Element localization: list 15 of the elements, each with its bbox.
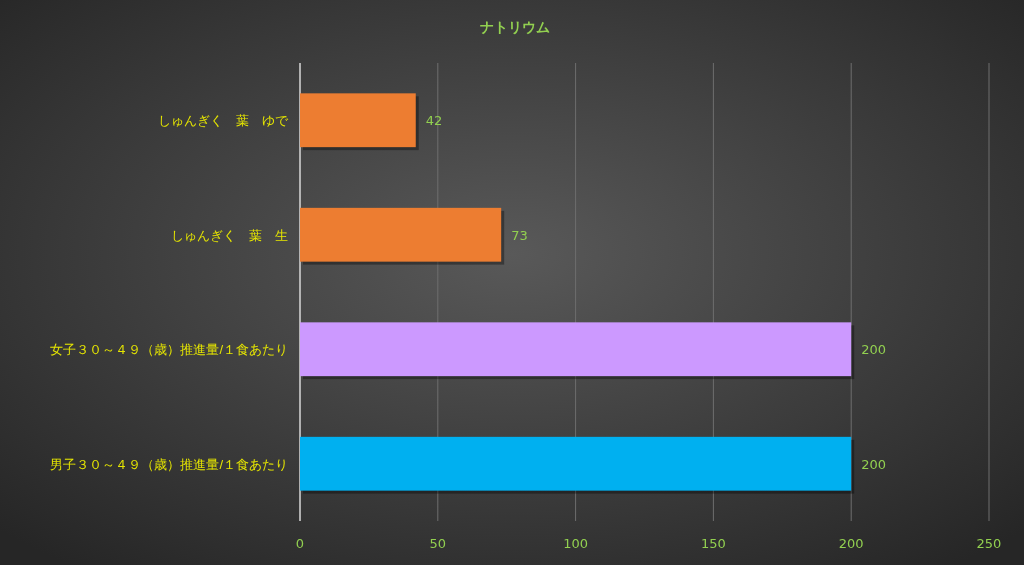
data-label: 200 bbox=[861, 342, 887, 358]
data-label: 73 bbox=[511, 227, 528, 243]
x-tick-label: 150 bbox=[700, 536, 726, 551]
x-tick-label: 250 bbox=[976, 536, 1002, 551]
x-tick-label: 0 bbox=[295, 536, 305, 551]
data-label: 42 bbox=[425, 113, 443, 129]
y-tick-label: しゅんぎく 葉 ゆで bbox=[158, 113, 289, 129]
x-tick-label: 50 bbox=[429, 536, 447, 551]
data-label: 200 bbox=[861, 456, 887, 472]
y-tick-label: 女子３０～４９（歳）推進量/１食あたり bbox=[50, 342, 288, 358]
x-tick-label: 200 bbox=[838, 536, 864, 551]
y-tick-label: しゅんぎく 葉 生 bbox=[171, 227, 288, 243]
title: ナトリウム bbox=[479, 19, 550, 35]
y-tick-label: 男子３０～４９（歳）推進量/１食あたり bbox=[50, 456, 288, 472]
x-tick-label: 100 bbox=[563, 536, 589, 551]
